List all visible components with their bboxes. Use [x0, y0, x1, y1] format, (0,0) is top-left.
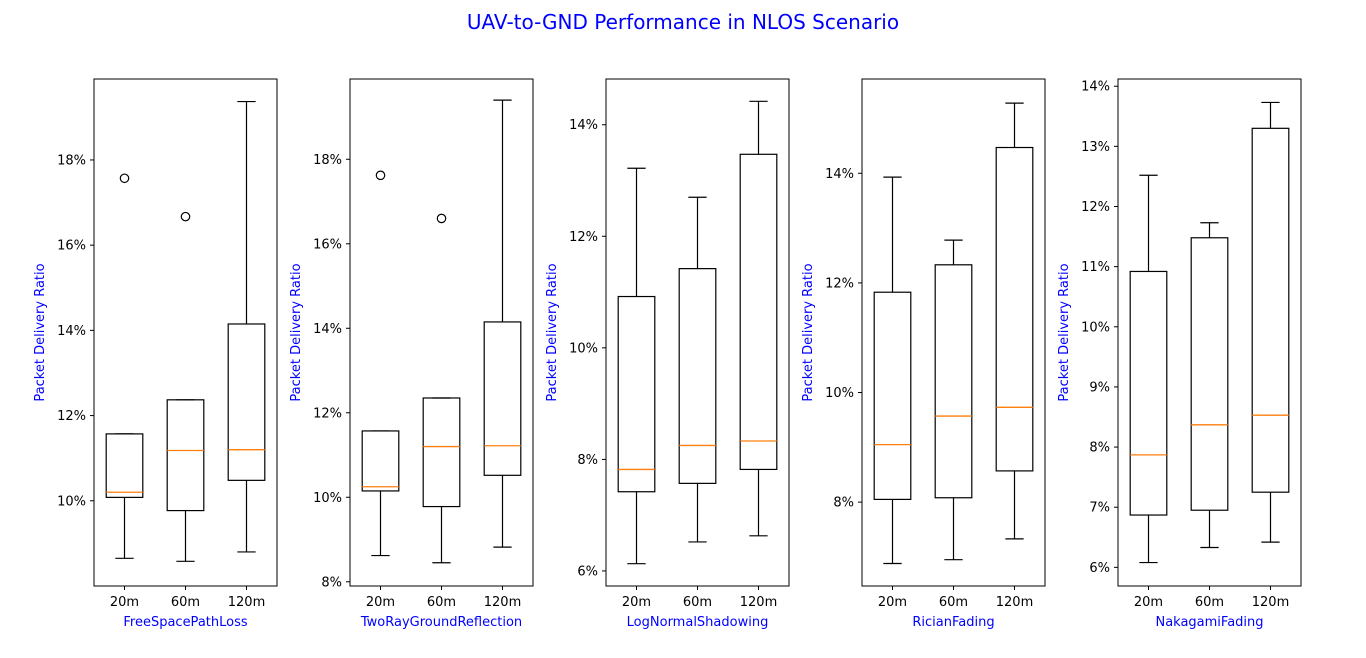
x-tick-label: 60m: [427, 595, 456, 610]
x-tick-label: 20m: [878, 595, 907, 610]
box-body: [483, 321, 522, 476]
box-body: [873, 291, 912, 500]
box-120m: [995, 102, 1034, 540]
box-body: [166, 399, 205, 512]
x-tick-label: 120m: [228, 595, 265, 610]
box-20m: [105, 173, 144, 559]
y-tick-label: 12%: [1081, 200, 1110, 215]
box-body: [739, 153, 778, 471]
y-tick-label: 10%: [57, 494, 86, 509]
x-tick-label: 60m: [939, 595, 968, 610]
x-tick-label: 120m: [1252, 595, 1289, 610]
y-tick-label: 10%: [825, 386, 854, 401]
y-tick-label: 12%: [57, 409, 86, 424]
box-body: [105, 433, 144, 498]
box-20m: [361, 170, 400, 557]
x-axis-label: NakagamiFading: [1155, 615, 1263, 630]
y-tick-label: 18%: [313, 153, 342, 168]
y-tick-label: 14%: [569, 118, 598, 133]
y-tick-label: 9%: [1089, 380, 1110, 395]
x-tick-label: 60m: [683, 595, 712, 610]
x-tick-label: 120m: [996, 595, 1033, 610]
y-tick-label: 7%: [1089, 501, 1110, 516]
outlier-point: [375, 170, 386, 181]
y-tick-label: 8%: [321, 575, 342, 590]
box-60m: [166, 211, 205, 562]
y-tick-label: 18%: [57, 153, 86, 168]
y-tick-label: 14%: [57, 324, 86, 339]
y-tick-label: 16%: [57, 239, 86, 254]
box-body: [995, 146, 1034, 472]
box-60m: [934, 239, 973, 561]
y-tick-label: 11%: [1081, 260, 1110, 275]
box-body: [678, 268, 717, 484]
y-tick-label: 14%: [313, 322, 342, 337]
y-tick-label: 14%: [825, 167, 854, 182]
y-tick-label: 8%: [577, 453, 598, 468]
y-axis-label: Packet Delivery Ratio: [545, 263, 560, 401]
y-axis-label: Packet Delivery Ratio: [801, 263, 816, 401]
y-tick-label: 8%: [833, 496, 854, 511]
subplot-1: 10% 12% 14% 16% 18% 20m 60m 120m FreeSpacePathLo…: [33, 78, 278, 630]
box-120m: [1251, 101, 1290, 543]
y-tick-label: 12%: [825, 276, 854, 291]
y-axis-label: Packet Delivery Ratio: [33, 263, 48, 401]
y-tick-label: 6%: [577, 564, 598, 579]
box-60m: [678, 196, 717, 543]
subplot-3: 6% 8% 10% 12% 14% 20m 60m 120m LogNormalShadowin…: [545, 78, 790, 630]
y-tick-label: 13%: [1081, 140, 1110, 155]
box-20m: [1129, 174, 1168, 564]
box-body: [934, 264, 973, 499]
x-axis-label: TwoRayGroundReflection: [360, 615, 522, 630]
box-body: [1251, 127, 1290, 493]
x-tick-label: 20m: [366, 595, 395, 610]
figure-title: UAV-to-GND Performance in NLOS Scenario: [467, 10, 899, 34]
subplot-5: 6% 7% 8% 9% 10% 11% 12% 13% 14% 20m 60m 120m Nakagam…: [1057, 78, 1302, 630]
x-tick-label: 120m: [740, 595, 777, 610]
box-body: [361, 430, 400, 492]
box-120m: [227, 100, 266, 553]
box-20m: [873, 176, 912, 565]
box-body: [227, 323, 266, 481]
x-tick-label: 20m: [110, 595, 139, 610]
y-tick-label: 10%: [313, 491, 342, 506]
x-tick-label: 20m: [1134, 595, 1163, 610]
x-axis-label: RicianFading: [912, 615, 994, 630]
box-body: [1190, 237, 1229, 511]
y-tick-label: 12%: [313, 406, 342, 421]
x-axis-label: FreeSpacePathLoss: [123, 615, 248, 630]
box-body: [422, 397, 461, 508]
box-body: [617, 295, 656, 493]
box-60m: [422, 213, 461, 564]
outlier-point: [180, 211, 191, 222]
y-axis-label: Packet Delivery Ratio: [289, 263, 304, 401]
y-tick-label: 8%: [1089, 441, 1110, 456]
box-body: [1129, 270, 1168, 516]
outlier-point: [119, 173, 130, 184]
x-tick-label: 20m: [622, 595, 651, 610]
box-120m: [739, 100, 778, 537]
x-tick-label: 60m: [171, 595, 200, 610]
y-tick-label: 10%: [569, 341, 598, 356]
box-60m: [1190, 222, 1229, 549]
y-axis-label: Packet Delivery Ratio: [1057, 263, 1072, 401]
outlier-point: [436, 213, 447, 224]
box-120m: [483, 99, 522, 548]
y-tick-label: 14%: [1081, 80, 1110, 95]
y-tick-label: 16%: [313, 237, 342, 252]
x-tick-label: 120m: [484, 595, 521, 610]
box-20m: [617, 167, 656, 565]
subplot-2: 8% 10% 12% 14% 16% 18% 20m 60m 120m TwoRayGroundR…: [289, 78, 534, 630]
x-tick-label: 60m: [1195, 595, 1224, 610]
y-tick-label: 6%: [1089, 561, 1110, 576]
y-tick-label: 10%: [1081, 320, 1110, 335]
y-tick-label: 12%: [569, 230, 598, 245]
x-axis-label: LogNormalShadowing: [627, 615, 769, 630]
